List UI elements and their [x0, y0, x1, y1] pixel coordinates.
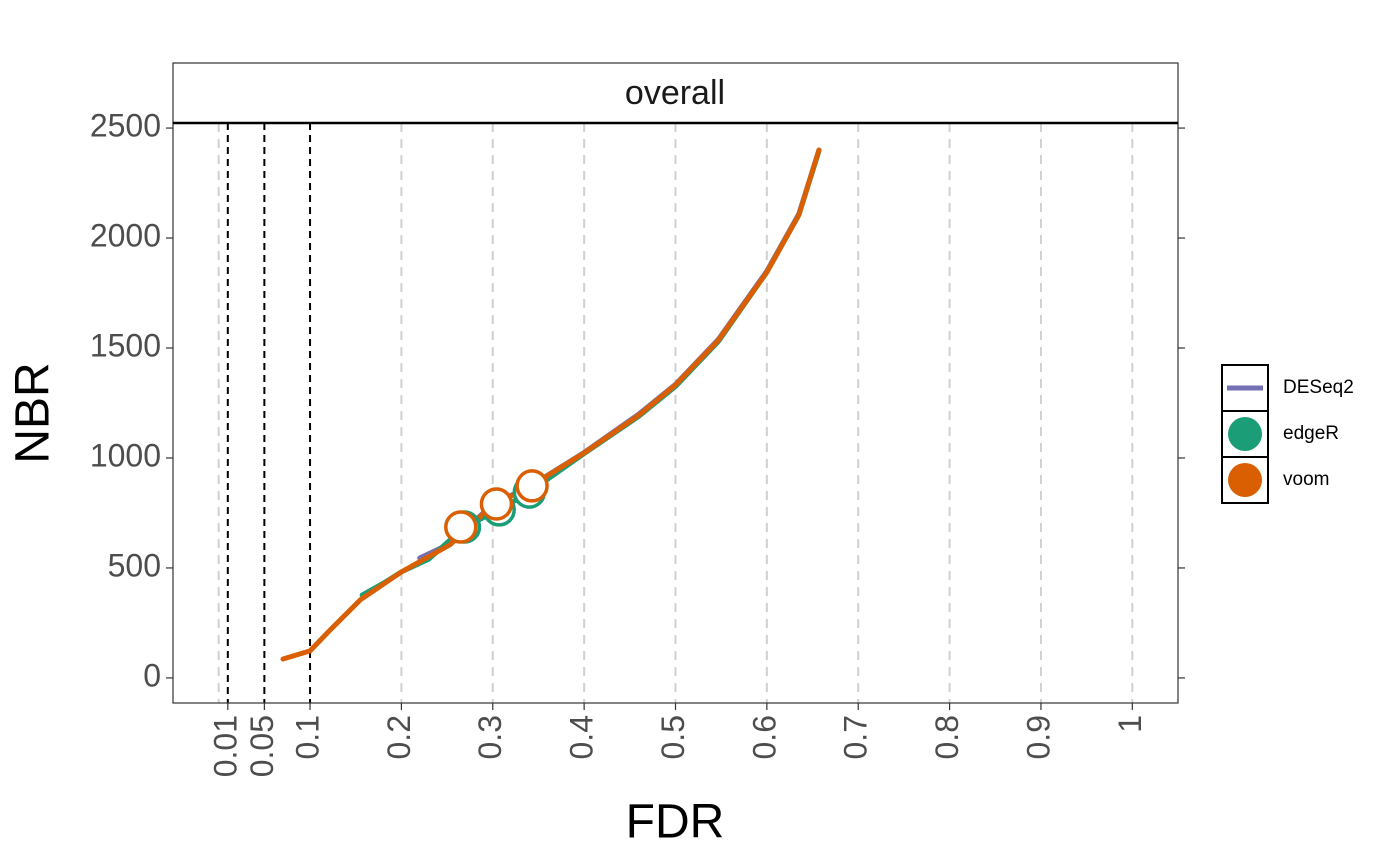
legend-symbol: [1228, 463, 1262, 497]
legend-label: edgeR: [1283, 423, 1339, 444]
fdr-point: [515, 469, 549, 503]
x-axis-title: FDR: [626, 796, 725, 849]
x-tick-label: 0.8: [929, 715, 965, 759]
x-tick-label: 0.6: [746, 715, 782, 759]
y-tick-label: 2500: [90, 108, 161, 144]
y-axis-title: NBR: [7, 362, 60, 463]
x-tick-label: 1: [1112, 715, 1148, 733]
strip: [172, 62, 1179, 124]
legend-label: DESeq2: [1283, 377, 1354, 398]
series-line: [280, 147, 822, 662]
x-tick-label: 0.4: [564, 715, 600, 759]
series-line: [359, 148, 822, 598]
x-tick-label: 0.2: [381, 715, 417, 759]
x-tick-label: 0.9: [1020, 715, 1056, 759]
series-line: [417, 147, 822, 561]
y-tick-label: 500: [108, 547, 161, 583]
strip-label: overall: [625, 74, 725, 112]
x-tick-label: 0.3: [472, 715, 508, 759]
y-tick-label: 1500: [90, 327, 161, 363]
y-tick-label: 2000: [90, 217, 161, 253]
y-tick-label: 1000: [90, 437, 161, 473]
fdr-point: [444, 510, 478, 544]
x-tick-label: 0.05: [244, 715, 280, 777]
x-tick-label: 0.7: [838, 715, 874, 759]
y-tick-label: 0: [143, 657, 161, 693]
x-tick-label: 0.01: [207, 715, 243, 777]
x-tick-label: 0.5: [655, 715, 691, 759]
legend-symbol: [1228, 417, 1262, 451]
fdr-point: [479, 487, 514, 521]
legend-label: voom: [1283, 469, 1329, 490]
x-tick-label: 0.1: [289, 715, 325, 759]
